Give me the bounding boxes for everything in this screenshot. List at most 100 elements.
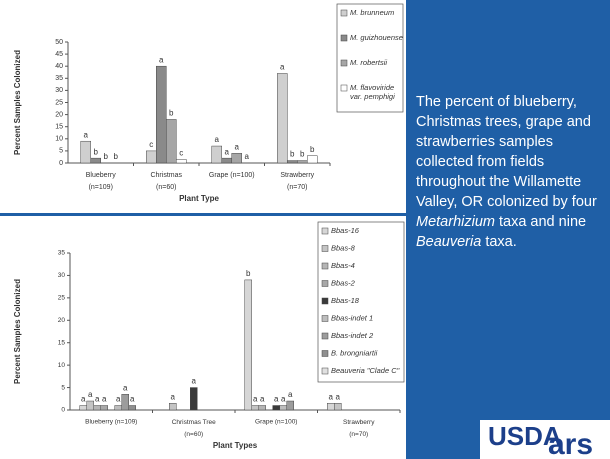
legend-swatch	[321, 280, 329, 287]
bar	[146, 150, 157, 164]
bar	[80, 140, 91, 164]
legend-swatch	[340, 59, 348, 67]
legend-swatch	[321, 227, 329, 235]
bar	[272, 405, 280, 411]
bar	[244, 279, 252, 411]
bar	[90, 157, 101, 164]
bar	[114, 405, 122, 411]
bar	[307, 155, 318, 164]
legend-swatch	[321, 367, 329, 375]
bar-letter: a	[102, 395, 107, 404]
bar-letter: b	[246, 269, 251, 278]
legend-label: M. robertsii	[350, 58, 387, 67]
bar-letter: b	[114, 152, 119, 161]
bar	[279, 405, 287, 411]
bar	[156, 65, 167, 164]
legend-label: Bbas-18	[331, 296, 360, 305]
bar	[86, 400, 94, 411]
y-tick-label: 45	[55, 51, 63, 58]
bar	[128, 405, 136, 411]
bar-letter: a	[192, 377, 197, 386]
legend-label: B. brongniartii	[331, 348, 378, 357]
legend-swatch	[321, 350, 329, 357]
legend-swatch	[340, 84, 348, 92]
bar	[190, 387, 198, 411]
bar-letter: b	[169, 109, 174, 118]
bar	[211, 145, 222, 164]
bar-letter: b	[290, 150, 295, 159]
caption-text: taxa and nine	[494, 214, 587, 230]
legend-label: Bbas-4	[331, 261, 355, 270]
caption-text: taxa.	[481, 234, 517, 250]
x-tick-label: Grape (n=100)	[209, 172, 255, 179]
legend-box	[336, 3, 404, 113]
bar-letter: a	[130, 395, 135, 404]
bar-letter: a	[159, 55, 164, 64]
x-tick-label: Strawberry (n=70)	[343, 419, 375, 438]
bar	[93, 405, 101, 411]
legend-label: Bbas-indet 1	[331, 313, 373, 322]
y-tick-label: 35	[55, 75, 63, 82]
bar	[100, 405, 108, 411]
bar-letter: a	[84, 130, 89, 139]
legend-box	[317, 221, 405, 383]
legend-label: M. brunneum	[350, 8, 394, 17]
y-axis-label: Percent Samples Colonized	[13, 279, 22, 384]
y-tick-label: 5	[61, 384, 65, 391]
y-tick-label: 25	[58, 295, 66, 302]
bar-letter: a	[336, 392, 341, 401]
y-tick-label: 40	[55, 63, 63, 70]
bar	[327, 403, 335, 411]
bar-letter: a	[253, 395, 258, 404]
y-tick-label: 0	[59, 160, 63, 167]
y-tick-label: 35	[58, 250, 66, 257]
bar	[221, 157, 232, 164]
caption-text: The percent of blueberry, Christmas tree…	[416, 94, 597, 210]
legend-swatch	[321, 315, 329, 322]
x-tick-label: Strawberry (n=70)	[280, 172, 314, 191]
legend-label: M. flavoviride var. pemphigi	[350, 83, 395, 101]
legend-swatch	[340, 9, 348, 17]
bar	[334, 403, 342, 411]
y-tick-label: 15	[55, 124, 63, 131]
bar-letter: a	[123, 383, 128, 392]
bar-letter: b	[104, 152, 109, 161]
caption-italic: Beauveria	[416, 234, 482, 250]
y-tick-label: 30	[58, 272, 66, 279]
legend-label: Bbas-16	[331, 226, 360, 235]
bar	[287, 160, 298, 164]
bar	[169, 403, 177, 411]
bar-letter: a	[288, 390, 293, 399]
bar-letter: a	[225, 147, 230, 156]
bar	[286, 400, 294, 411]
legend-swatch	[321, 262, 329, 270]
bar	[231, 153, 242, 164]
bar-letter: a	[235, 142, 240, 151]
caption: The percent of blueberry, Christmas tree…	[416, 92, 602, 252]
bar	[166, 119, 177, 164]
logo-ars: ars	[548, 428, 593, 459]
bar	[176, 159, 187, 164]
legend-swatch	[321, 245, 329, 252]
caption-italic: Metarhizium	[416, 214, 495, 230]
x-tick-label: Blueberry (n=109)	[86, 172, 116, 191]
bar-letter: a	[280, 63, 285, 72]
bar	[121, 394, 129, 411]
bar-letter: a	[281, 395, 286, 404]
bar	[258, 405, 266, 411]
bar-letter: c	[179, 148, 183, 157]
legend-label: Bbas-indet 2	[331, 331, 374, 340]
y-tick-label: 15	[58, 339, 66, 346]
legend-swatch	[340, 34, 348, 42]
bar	[297, 160, 308, 164]
y-axis-label: Percent Samples Colonized	[13, 50, 22, 155]
bar-letter: c	[149, 140, 153, 149]
bar	[251, 405, 259, 411]
bar-letter: a	[116, 395, 121, 404]
legend-swatch	[321, 297, 329, 305]
y-tick-label: 10	[55, 136, 63, 143]
y-tick-label: 10	[58, 362, 66, 369]
bar	[277, 73, 288, 164]
bar-letter: a	[215, 135, 220, 144]
